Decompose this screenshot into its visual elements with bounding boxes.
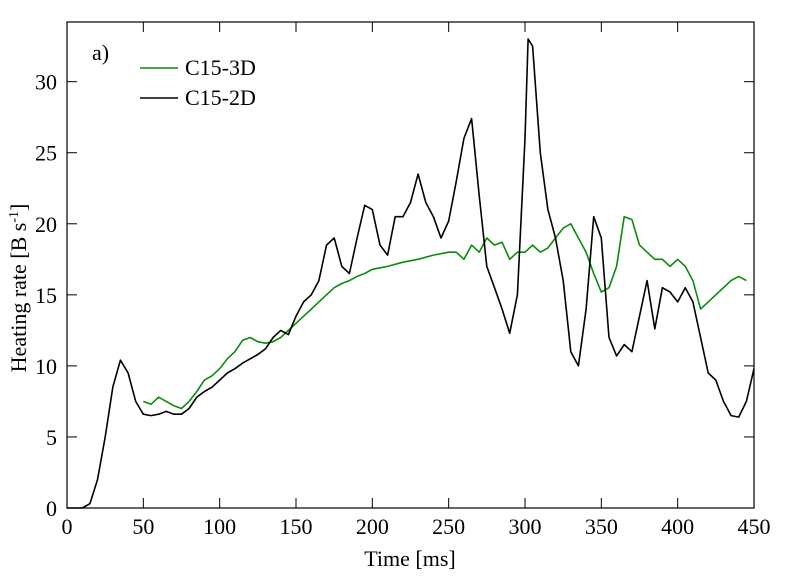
x-tick-label: 300 <box>509 514 542 539</box>
x-axis-label: Time [ms] <box>364 546 455 571</box>
y-tick-label: 15 <box>35 283 57 308</box>
y-axis-label-main: Heating rate [B s <box>6 223 31 373</box>
y-axis-label: Heating rate [B s-1] <box>6 204 31 373</box>
y-tick-label: 30 <box>35 70 57 95</box>
y-axis-label-sup: -1 <box>7 211 22 223</box>
x-tick-label: 50 <box>132 514 154 539</box>
y-tick-label: 25 <box>35 141 57 166</box>
y-tick-label: 5 <box>46 425 57 450</box>
x-tick-label: 100 <box>203 514 236 539</box>
series-line <box>143 215 747 410</box>
x-tick-label: 0 <box>62 514 73 539</box>
x-tick-label: 450 <box>738 514 771 539</box>
legend-label: C15-3D <box>185 55 256 80</box>
y-tick-label: 10 <box>35 354 57 379</box>
x-tick-label: 150 <box>280 514 313 539</box>
annotation: a) <box>92 40 109 65</box>
x-tick-label: 400 <box>661 514 694 539</box>
legend-label: C15-2D <box>185 85 256 110</box>
y-tick-label: 20 <box>35 212 57 237</box>
series-line <box>67 38 755 509</box>
y-tick-label: 0 <box>46 496 57 521</box>
y-axis-label-end: ] <box>6 204 31 211</box>
x-tick-label: 200 <box>356 514 389 539</box>
plot-frame <box>66 21 755 509</box>
x-tick-label: 350 <box>585 514 618 539</box>
x-tick-label: 250 <box>432 514 465 539</box>
